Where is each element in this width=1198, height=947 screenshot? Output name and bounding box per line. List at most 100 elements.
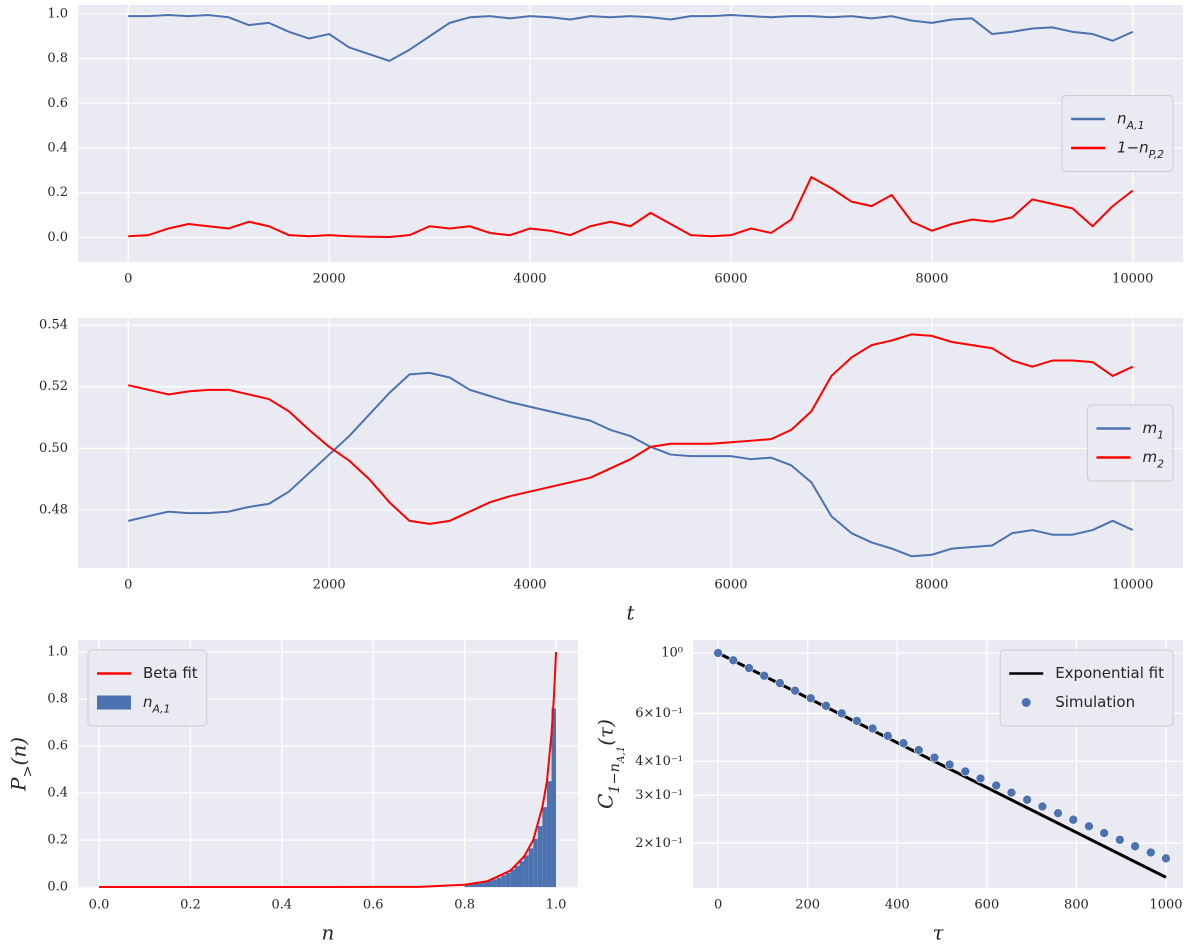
y-tick-label: 3×10⁻¹: [635, 788, 683, 803]
scatter-point: [1115, 834, 1125, 845]
series-line: [128, 333, 1134, 525]
x-tick-label: 0: [124, 578, 132, 593]
y-tick-label: 2×10⁻¹: [635, 836, 683, 851]
histogram-bar: [510, 869, 515, 888]
y-tick-label: 1.0: [47, 6, 68, 21]
legend-box: [1061, 95, 1174, 172]
scatter-point: [929, 752, 940, 763]
x-tick-label: 2000: [313, 578, 346, 593]
x-tick-label: 1.0: [546, 898, 567, 913]
y-tick-label: 10⁰: [661, 645, 683, 660]
x-tick-label: 1000: [1149, 898, 1182, 913]
scatter-point: [960, 766, 971, 777]
plot-background: [78, 318, 1183, 568]
histogram-bar: [542, 807, 547, 888]
series-line: [99, 651, 558, 889]
scatter-point: [790, 685, 800, 696]
y-tick-label: 0.6: [47, 739, 68, 754]
histogram-bar: [533, 838, 538, 888]
series-line: [128, 371, 1134, 558]
histogram-bar: [478, 882, 483, 888]
series-line: [128, 14, 1134, 62]
scatter-point: [836, 708, 847, 719]
scatter-point: [1161, 853, 1171, 864]
x-tick-label: 400: [885, 898, 910, 913]
subplot: 0 200 400 600 800 1000 10⁰ 6×10⁻¹ 4×10⁻¹ 3×10⁻¹ 2×…: [594, 640, 1183, 945]
x-tick-label: 0.8: [454, 898, 475, 913]
x-tick-label: 0.4: [271, 898, 292, 913]
legend: nA,11−nP,2: [1061, 95, 1174, 172]
x-tick-label: 0: [124, 272, 132, 287]
y-tick-label: 0.8: [47, 692, 68, 707]
x-axis-label: n: [322, 921, 335, 945]
scatter-point: [728, 655, 739, 666]
legend: Exponential fit Simulation: [999, 649, 1174, 727]
subplot: 0 2000 4000 6000 8000 10000 0.0 0.2 0.4 0.6 0.8 1.0…: [47, 5, 1183, 287]
y-tick-label: 0.6: [47, 96, 68, 111]
y-tick-label: 0.54: [39, 318, 68, 333]
legend-box: [1087, 404, 1174, 482]
histogram-bar: [505, 872, 511, 888]
x-axis-label: t: [626, 601, 635, 625]
y-tick-label: 0.52: [39, 379, 68, 394]
x-tick-label: 200: [795, 898, 820, 913]
scatter-point: [1006, 787, 1017, 798]
y-tick-label: 0.50: [39, 441, 68, 456]
scatter-point: [713, 648, 723, 658]
histogram-bar: [537, 825, 543, 888]
scatter-point: [991, 780, 1002, 791]
legend-label: Simulation: [1055, 693, 1135, 711]
scatter-point: [1130, 841, 1140, 852]
scatter-point: [944, 759, 955, 770]
y-tick-label: 4×10⁻¹: [635, 754, 683, 769]
y-tick-label: 0.4: [47, 786, 68, 801]
legend-label: Beta fit: [143, 664, 198, 682]
scatter-point: [852, 716, 862, 726]
scatter-point: [821, 700, 831, 711]
histogram-bar: [519, 861, 525, 888]
histogram-bar: [473, 883, 479, 888]
x-tick-label: 800: [1064, 898, 1089, 913]
scatter-point: [744, 663, 754, 673]
subplot: 0 2000 4000 6000 8000 10000 0.48 0.50 0.52 0.54 t m…: [39, 318, 1183, 625]
histogram-bar: [551, 708, 557, 888]
x-tick-label: 0.0: [89, 898, 110, 913]
series-line: [128, 176, 1134, 238]
y-tick-label: 6×10⁻¹: [635, 706, 683, 721]
scatter-point: [805, 693, 816, 704]
x-tick-label: 6000: [714, 272, 747, 287]
y-axis-label: P>(n): [7, 737, 37, 792]
y-tick-label: 0.48: [39, 503, 68, 518]
x-tick-label: 4000: [513, 272, 546, 287]
histogram-bar: [496, 877, 502, 888]
scatter-point: [759, 670, 770, 681]
y-axis-label: C1−nA,1(τ): [594, 719, 628, 809]
scatter-point: [883, 731, 893, 741]
x-tick-label: 0.6: [363, 898, 384, 913]
scatter-point: [1022, 794, 1032, 805]
scatter-point: [1037, 801, 1048, 812]
histogram-bar: [482, 881, 488, 888]
x-tick-label: 0: [714, 898, 722, 913]
scatter-point: [898, 738, 909, 749]
x-tick-label: 600: [974, 898, 999, 913]
legend-box: [999, 649, 1174, 727]
histogram-bar: [524, 855, 529, 888]
histogram-bar: [492, 879, 497, 888]
legend-box: [87, 649, 208, 727]
y-tick-label: 1.0: [47, 644, 68, 659]
x-tick-label: 2000: [313, 272, 346, 287]
legend-label: Exponential fit: [1055, 664, 1164, 682]
x-tick-label: 4000: [513, 578, 546, 593]
scatter-point: [1145, 847, 1156, 858]
scatter-point: [1053, 808, 1063, 818]
scatter-point: [775, 678, 785, 688]
x-tick-label: 0.2: [180, 898, 201, 913]
histogram-bar: [546, 781, 552, 888]
y-tick-label: 0.0: [47, 230, 68, 245]
y-tick-label: 0.4: [47, 141, 68, 156]
subplot: 0.0 0.2 0.4 0.6 0.8 1.0 0.0 0.2 0.4 0.6 0.8 1.0 n P>(…: [7, 640, 578, 945]
